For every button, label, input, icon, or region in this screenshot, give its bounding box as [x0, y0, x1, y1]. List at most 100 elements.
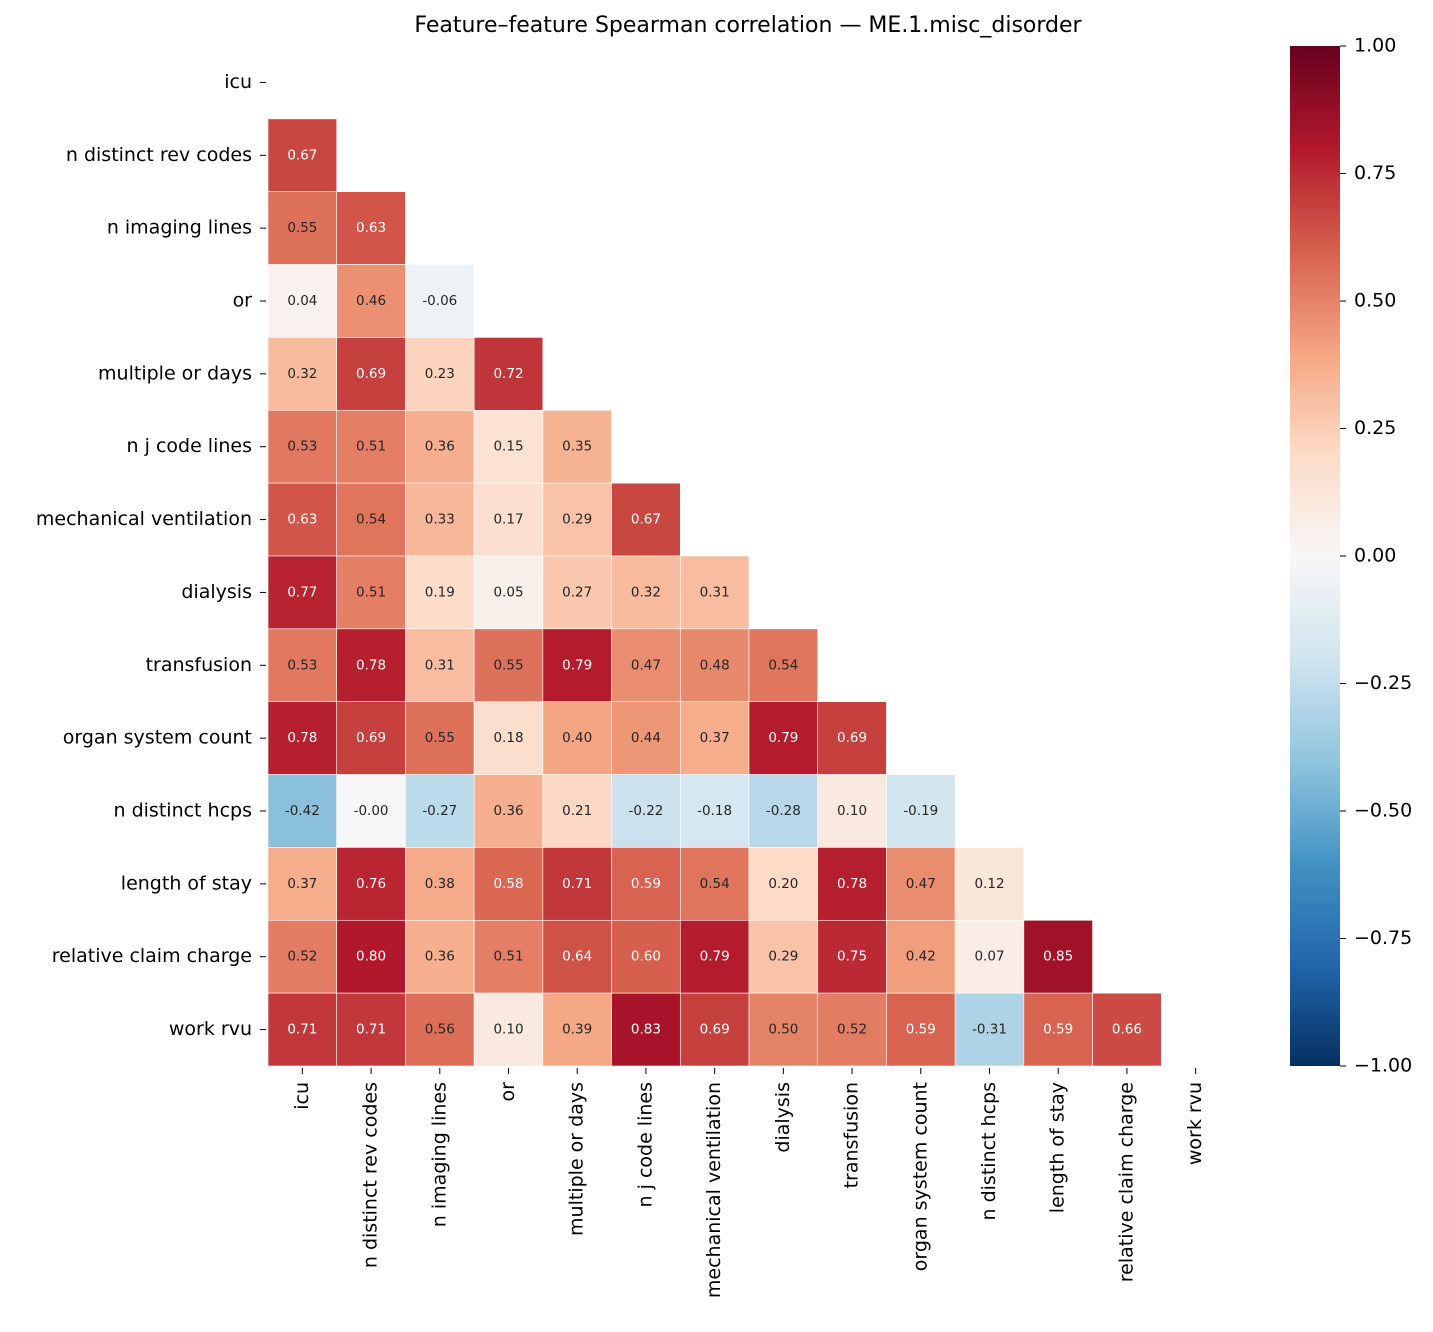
cell-label: 0.71	[562, 876, 592, 892]
x-tick-label: transfusion	[841, 1082, 863, 1188]
cell-label: 0.23	[425, 366, 455, 382]
cell-label: 0.56	[425, 1022, 455, 1038]
heatmap-cell	[473, 337, 544, 411]
cell-label: 0.64	[562, 949, 592, 965]
cell-label: 0.36	[425, 949, 455, 965]
cell-label: -0.18	[697, 803, 732, 819]
heatmap-cell	[886, 847, 956, 921]
y-tick-label: length of stay	[121, 872, 252, 894]
heatmap-cell	[679, 847, 750, 921]
heatmap-cell	[336, 847, 406, 921]
heatmap-cell	[542, 409, 612, 484]
x-tick-label: dialysis	[772, 1082, 794, 1153]
heatmap-cell	[611, 992, 681, 1067]
cell-label: 0.36	[493, 803, 523, 819]
cell-label: 0.78	[356, 657, 386, 673]
heatmap-cell	[405, 482, 475, 557]
x-tick-label: multiple or days	[566, 1082, 588, 1236]
heatmap-cell	[886, 774, 956, 848]
cell-label: 0.52	[287, 949, 317, 965]
heatmap-cell	[405, 992, 475, 1067]
y-tick-label: organ system count	[63, 727, 252, 749]
heatmap-cell	[267, 482, 338, 557]
heatmap-cell	[542, 555, 612, 630]
heatmap-cell	[954, 992, 1025, 1067]
cell-label: 0.10	[493, 1022, 523, 1038]
heatmap-cell	[542, 774, 612, 848]
cell-label: 0.67	[631, 512, 661, 528]
cell-label: 0.79	[562, 657, 592, 673]
cell-label: 0.31	[700, 584, 730, 600]
cell-label: 0.85	[1043, 949, 1073, 965]
colorbar-tick-label: 0.00	[1354, 545, 1396, 567]
heatmap-cell	[817, 701, 887, 775]
heatmap-cell	[267, 118, 338, 193]
cell-label: 0.18	[493, 730, 523, 746]
heatmap-cell	[267, 337, 338, 411]
cell-label: 0.42	[906, 949, 936, 965]
x-tick-label: relative claim charge	[1115, 1082, 1137, 1282]
y-tick-label: multiple or days	[98, 362, 252, 384]
cell-label: 0.71	[287, 1022, 317, 1038]
cell-label: 0.60	[631, 949, 661, 965]
heatmap-cell	[473, 992, 544, 1067]
heatmap-cell	[748, 774, 819, 848]
heatmap-cell	[542, 482, 612, 557]
cell-label: 0.29	[562, 512, 592, 528]
cell-label: 0.69	[356, 730, 386, 746]
x-tick-label: organ system count	[909, 1082, 931, 1271]
heatmap-cell	[267, 191, 338, 265]
heatmap-cell	[267, 628, 338, 703]
cell-label: 0.63	[356, 220, 386, 236]
colorbar-tick-label: −0.25	[1354, 672, 1412, 694]
cell-label: 0.32	[287, 366, 317, 382]
heatmap-cell	[1092, 992, 1162, 1067]
heatmap-cell	[336, 628, 406, 703]
cell-label: 0.21	[562, 803, 592, 819]
heatmap-cell	[473, 847, 544, 921]
x-tick-label: n imaging lines	[428, 1082, 450, 1227]
heatmap-cell	[405, 337, 475, 411]
heatmap-cell	[1023, 919, 1093, 994]
cell-label: 0.53	[287, 439, 317, 455]
cell-label: 0.48	[700, 657, 730, 673]
cell-label: 0.07	[974, 949, 1004, 965]
colorbar	[1290, 46, 1340, 1066]
cell-label: 0.80	[356, 949, 386, 965]
cell-label: 0.79	[700, 949, 730, 965]
cell-label: -0.06	[422, 293, 457, 309]
cell-label: 0.59	[1043, 1022, 1073, 1038]
heatmap-cell	[611, 628, 681, 703]
cell-label: 0.40	[562, 730, 592, 746]
cell-label: 0.31	[425, 657, 455, 673]
colorbar-tick-label: 0.75	[1354, 162, 1396, 184]
y-tick-label: n imaging lines	[107, 217, 252, 239]
cell-label: 0.12	[974, 876, 1004, 892]
heatmap-cell	[748, 628, 819, 703]
colorbar-tick-label: −0.75	[1354, 927, 1412, 949]
cell-label: 0.52	[837, 1022, 867, 1038]
y-tick-label: relative claim charge	[52, 945, 252, 967]
heatmap-cell	[405, 264, 475, 338]
heatmap-cell	[1023, 992, 1093, 1067]
heatmap-cell	[611, 482, 681, 557]
x-tick-label: mechanical ventilation	[703, 1082, 725, 1298]
cell-label: 0.37	[287, 876, 317, 892]
heatmap-cell	[611, 701, 681, 775]
heatmap-cell	[886, 919, 956, 994]
cell-label: 0.69	[356, 366, 386, 382]
y-tick-label: transfusion	[146, 654, 252, 676]
x-tick-label: n distinct rev codes	[360, 1082, 382, 1268]
cell-label: -0.00	[354, 803, 389, 819]
heatmap-cell	[748, 919, 819, 994]
cell-label: 0.04	[287, 293, 317, 309]
x-tick-label: icu	[291, 1082, 313, 1110]
y-tick-label: work rvu	[169, 1018, 252, 1040]
cell-label: 0.38	[425, 876, 455, 892]
y-tick-label: icu	[224, 71, 252, 93]
cell-label: 0.63	[287, 512, 317, 528]
heatmap-cell	[473, 555, 544, 630]
cell-label: 0.17	[493, 512, 523, 528]
cell-label: 0.20	[768, 876, 798, 892]
cell-label: 0.83	[631, 1022, 661, 1038]
